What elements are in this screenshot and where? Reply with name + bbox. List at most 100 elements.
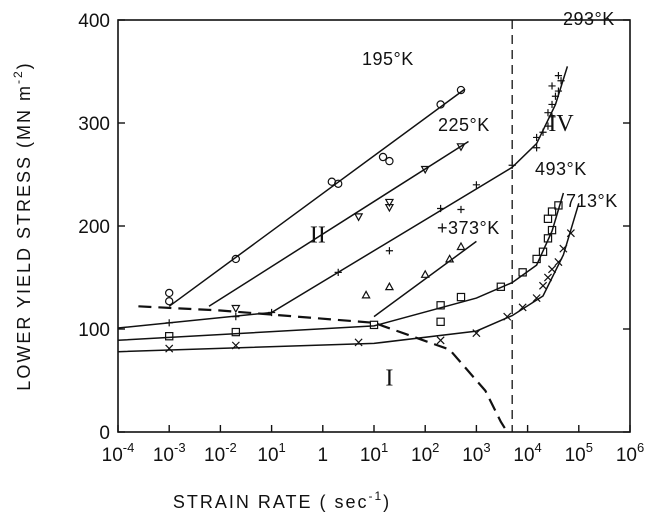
circle-marker [334, 179, 343, 188]
series-label: 713°K [566, 191, 618, 211]
cross-marker [165, 344, 174, 353]
square-marker [165, 332, 174, 341]
y-tick-label: 400 [78, 11, 110, 32]
cross-marker [472, 329, 481, 338]
triangle-down-marker [456, 143, 466, 152]
plus-marker [533, 133, 541, 142]
circle-marker [378, 152, 388, 162]
cross-marker [538, 281, 548, 290]
square-marker [538, 247, 548, 256]
y-axis-title-end: ) [14, 61, 34, 69]
triangle-down-marker [353, 213, 364, 222]
series-line [373, 240, 477, 318]
circle-marker [456, 85, 466, 95]
series-label: 293°K [563, 9, 615, 29]
plus-marker [548, 100, 556, 109]
x-axis-title: STRAIN RATE ( sec-1) [173, 489, 391, 512]
y-axis-title: LOWER YIELD STRESS (MN m-2) [11, 61, 34, 390]
square-marker [369, 320, 379, 330]
plus-marker [554, 87, 563, 95]
x-axis-title-sup: -1 [369, 489, 384, 503]
y-tick-label: 300 [78, 114, 110, 135]
x-tick-label: 101 [360, 440, 388, 466]
y-axis-ticks: 0 100 200 300 400 [78, 11, 630, 444]
x-tick-label: 103 [462, 440, 490, 466]
circle-marker [385, 156, 394, 166]
plus-marker [557, 77, 565, 85]
x-tick-label: 10-3 [153, 440, 186, 466]
plus-marker [457, 205, 465, 214]
circle-marker [436, 100, 445, 109]
plus-marker [548, 82, 556, 90]
cross-marker [566, 229, 575, 238]
region-label: IV [548, 111, 574, 137]
cross-marker [554, 258, 563, 267]
series-label: +373°K [437, 218, 500, 238]
series-line [117, 66, 569, 329]
series-label: 195°K [362, 49, 414, 69]
triangle-down-marker [420, 165, 430, 175]
cross-marker [559, 244, 568, 253]
y-tick-label: 200 [78, 217, 110, 238]
boundary-curve [138, 305, 509, 433]
cross-marker [231, 341, 240, 350]
plus-marker [437, 204, 445, 213]
y-axis-title-main: LOWER YIELD STRESS (MN m [14, 84, 34, 391]
plus-marker [268, 308, 276, 317]
triangle-up-marker [456, 241, 466, 251]
plus-marker [334, 268, 342, 276]
triangle-down-marker [384, 198, 395, 208]
x-axis-title-main: STRAIN RATE ( sec [173, 492, 369, 512]
cross-marker [532, 294, 541, 303]
circle-marker [164, 288, 174, 298]
square-marker [436, 317, 445, 326]
y-tick-label: 100 [78, 320, 110, 341]
plus-marker [232, 313, 240, 321]
x-axis-title-end: ) [383, 492, 391, 512]
plus-marker [533, 144, 541, 152]
triangle-up-marker [445, 254, 455, 263]
series-line [168, 88, 466, 307]
region-label: I [385, 366, 393, 392]
plus-marker [385, 247, 394, 255]
x-tick-label: 1 [318, 445, 329, 466]
series-label: 225°K [438, 115, 490, 135]
square-marker [496, 282, 506, 291]
plus-marker [554, 72, 563, 80]
x-axis-ticks: 10-4 10-3 10-2 101 1 101 102 103 104 105 106 [102, 425, 644, 466]
square-marker [436, 301, 445, 310]
plus-marker [544, 122, 552, 130]
y-tick-label: 0 [99, 423, 110, 444]
plus-marker [544, 109, 552, 117]
cross-marker [436, 336, 445, 345]
cross-marker [503, 312, 512, 321]
triangle-down-marker [231, 304, 241, 314]
triangle-up-marker [361, 290, 371, 299]
cross-marker [548, 265, 557, 274]
series-line [117, 203, 580, 353]
cross-marker [518, 303, 527, 312]
triangle-up-marker [420, 269, 430, 278]
square-marker [543, 234, 553, 243]
square-marker [543, 214, 553, 223]
plus-marker [165, 319, 173, 327]
series-markers [164, 72, 575, 353]
x-tick-label: 10-4 [102, 440, 135, 466]
y-axis-title-sup: -2 [11, 69, 25, 84]
x-tick-label: 104 [513, 440, 541, 466]
triangle-up-marker [384, 281, 395, 291]
cross-marker [543, 273, 552, 282]
plus-marker [548, 113, 556, 121]
plus-marker [551, 92, 560, 100]
square-marker [532, 254, 541, 264]
plus-marker [539, 128, 547, 136]
plus-marker [508, 161, 516, 169]
x-tick-label: 105 [565, 440, 593, 466]
x-tick-label: 10-2 [204, 440, 237, 466]
square-marker [554, 201, 563, 210]
series-label: 493°K [535, 159, 587, 179]
square-marker [518, 268, 527, 277]
x-tick-label: 101 [257, 440, 285, 466]
